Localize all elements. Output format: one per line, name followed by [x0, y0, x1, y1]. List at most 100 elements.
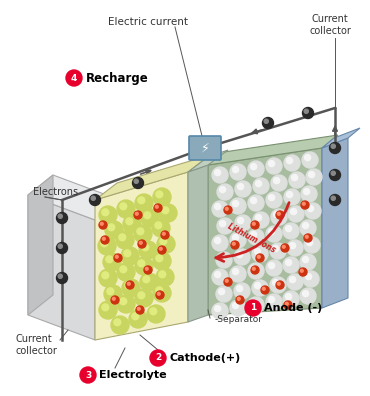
Circle shape: [250, 266, 257, 272]
Circle shape: [245, 300, 261, 316]
Circle shape: [144, 266, 152, 274]
Circle shape: [137, 307, 140, 310]
Circle shape: [238, 217, 243, 224]
Circle shape: [284, 155, 300, 171]
Circle shape: [248, 297, 264, 313]
Circle shape: [292, 175, 297, 181]
Circle shape: [273, 246, 279, 251]
Circle shape: [104, 285, 122, 303]
Circle shape: [153, 252, 171, 270]
Circle shape: [126, 218, 133, 225]
Circle shape: [154, 204, 162, 212]
Circle shape: [301, 201, 309, 209]
Circle shape: [233, 303, 239, 308]
Circle shape: [161, 231, 169, 239]
Text: Electrolyte: Electrolyte: [99, 370, 166, 380]
Circle shape: [139, 242, 142, 244]
Circle shape: [160, 238, 167, 245]
Circle shape: [215, 169, 221, 176]
Circle shape: [331, 144, 335, 148]
Text: Lithium ions: Lithium ions: [226, 222, 278, 254]
Circle shape: [266, 260, 282, 276]
Circle shape: [283, 223, 299, 239]
Circle shape: [162, 207, 169, 214]
Circle shape: [330, 169, 340, 181]
Circle shape: [273, 280, 279, 286]
Circle shape: [248, 229, 264, 245]
Circle shape: [250, 299, 257, 306]
Circle shape: [283, 291, 299, 307]
Circle shape: [286, 259, 292, 266]
Circle shape: [289, 172, 305, 188]
Circle shape: [143, 276, 150, 283]
Circle shape: [281, 244, 289, 252]
Circle shape: [155, 206, 158, 208]
Circle shape: [309, 171, 314, 178]
Circle shape: [269, 228, 275, 235]
Circle shape: [156, 191, 163, 198]
Circle shape: [132, 313, 139, 320]
Circle shape: [233, 200, 239, 207]
Text: Electric current: Electric current: [108, 17, 188, 27]
Circle shape: [303, 257, 309, 263]
Circle shape: [250, 198, 257, 204]
Circle shape: [134, 211, 142, 219]
Text: -Separator: -Separator: [215, 316, 263, 324]
Circle shape: [303, 271, 319, 287]
Text: Cathode(+): Cathode(+): [169, 353, 240, 363]
Polygon shape: [95, 155, 210, 200]
Polygon shape: [188, 150, 228, 172]
Circle shape: [271, 175, 287, 191]
Circle shape: [108, 224, 115, 231]
Circle shape: [287, 274, 303, 290]
Polygon shape: [322, 128, 360, 148]
Circle shape: [306, 274, 312, 280]
Circle shape: [256, 254, 264, 262]
Polygon shape: [95, 172, 188, 340]
Circle shape: [99, 301, 117, 319]
Circle shape: [278, 282, 280, 285]
Circle shape: [117, 263, 135, 281]
Circle shape: [117, 200, 135, 218]
Circle shape: [330, 143, 340, 154]
Circle shape: [215, 204, 221, 209]
Text: Electrons: Electrons: [33, 187, 78, 197]
Circle shape: [138, 260, 145, 267]
Circle shape: [233, 268, 239, 275]
Circle shape: [135, 289, 153, 307]
Circle shape: [136, 306, 144, 314]
Circle shape: [159, 248, 162, 250]
Circle shape: [255, 283, 260, 289]
Circle shape: [300, 254, 316, 270]
Circle shape: [255, 249, 260, 255]
Circle shape: [270, 243, 286, 259]
Circle shape: [270, 277, 286, 293]
FancyBboxPatch shape: [189, 136, 221, 160]
Circle shape: [114, 254, 122, 262]
Circle shape: [238, 297, 240, 300]
Circle shape: [248, 161, 264, 177]
Circle shape: [261, 286, 269, 294]
FancyArrowPatch shape: [216, 203, 289, 261]
Circle shape: [302, 152, 318, 168]
Circle shape: [286, 293, 292, 300]
Circle shape: [269, 160, 275, 167]
Circle shape: [305, 203, 321, 219]
Circle shape: [276, 211, 284, 219]
Circle shape: [90, 194, 101, 206]
Circle shape: [287, 240, 303, 256]
Circle shape: [304, 234, 312, 242]
Circle shape: [101, 240, 108, 247]
Circle shape: [135, 194, 153, 212]
Circle shape: [102, 304, 109, 311]
Circle shape: [105, 221, 123, 239]
Circle shape: [305, 235, 308, 238]
Circle shape: [138, 240, 146, 248]
Circle shape: [300, 269, 303, 272]
Circle shape: [212, 303, 228, 319]
Circle shape: [102, 209, 109, 216]
Circle shape: [153, 188, 171, 206]
Circle shape: [273, 211, 280, 218]
Circle shape: [157, 292, 160, 295]
Circle shape: [252, 223, 255, 225]
